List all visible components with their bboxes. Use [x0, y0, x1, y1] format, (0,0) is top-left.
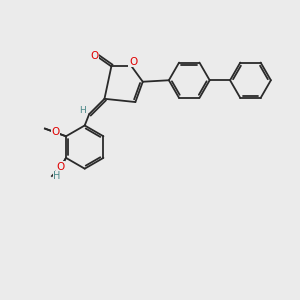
- Text: O: O: [57, 162, 65, 172]
- Text: O: O: [90, 51, 98, 61]
- Text: O: O: [51, 128, 59, 137]
- Text: H: H: [53, 171, 60, 181]
- Text: O: O: [129, 57, 137, 67]
- Text: H: H: [79, 106, 86, 115]
